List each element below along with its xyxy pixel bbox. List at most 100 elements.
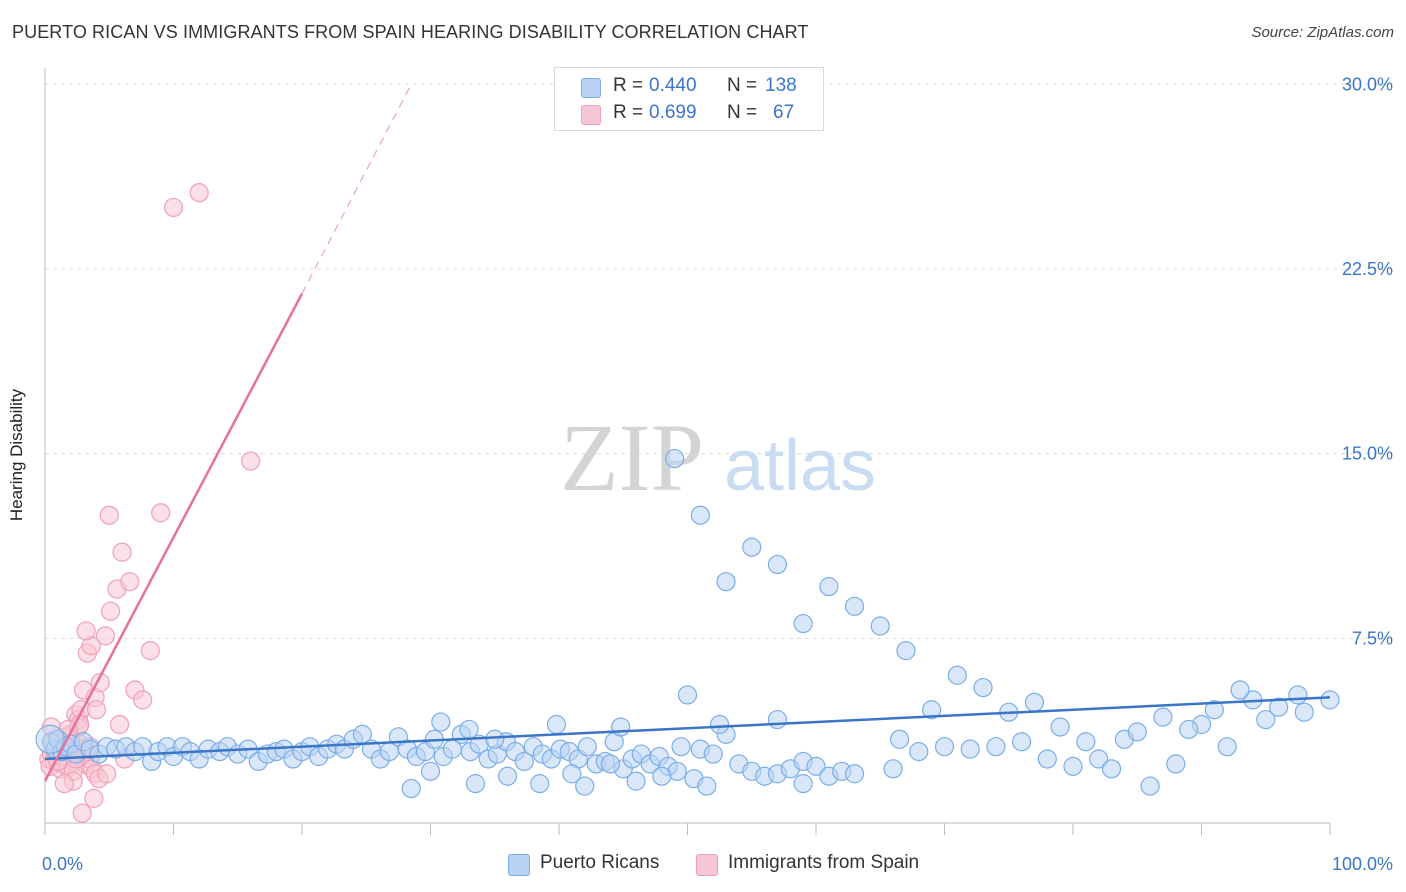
spain-point: [189, 183, 209, 203]
legend-r-value: 0.699: [649, 102, 697, 123]
puerto-rican-point: [1076, 732, 1096, 752]
spain-point: [140, 641, 160, 661]
spain-point: [109, 714, 130, 735]
puerto-rican-point: [716, 572, 736, 592]
grid-lines: [45, 83, 1392, 639]
legend-r-value: 0.440: [649, 75, 697, 96]
puerto-rican-point: [986, 737, 1006, 757]
puerto-rican-points: [35, 448, 1340, 799]
spain-point: [151, 503, 171, 523]
puerto-rican-point: [611, 717, 631, 737]
spain-point: [120, 572, 140, 592]
spain-point: [133, 690, 153, 710]
puerto-rican-point: [652, 766, 672, 786]
puerto-rican-point: [844, 764, 865, 784]
puerto-rican-point: [575, 776, 595, 796]
puerto-rican-point: [896, 641, 916, 661]
puerto-rican-point: [1089, 749, 1109, 769]
spain-trend-extension: [301, 84, 412, 294]
spain-point: [76, 621, 96, 641]
legend-swatch-blue: [581, 78, 601, 98]
axes: [44, 68, 1331, 835]
legend-n-label: N =: [727, 75, 758, 96]
y-tick-label: 7.5%: [1352, 628, 1393, 648]
puerto-rican-point: [870, 616, 890, 636]
chart-title: PUERTO RICAN VS IMMIGRANTS FROM SPAIN HE…: [12, 22, 809, 42]
spain-point: [112, 542, 132, 562]
puerto-rican-point: [703, 744, 723, 764]
spain-point: [86, 700, 107, 720]
puerto-rican-point: [1127, 722, 1147, 742]
puerto-rican-point: [626, 771, 646, 791]
puerto-rican-point: [431, 712, 451, 732]
puerto-rican-point: [793, 613, 813, 634]
y-tick-labels: 7.5% 15.0% 22.5% 30.0%: [1342, 74, 1393, 648]
puerto-rican-point: [806, 756, 826, 776]
spain-trend-line: [43, 293, 304, 782]
legend-n-label: N =: [727, 102, 758, 123]
chart-source: Source: ZipAtlas.com: [1251, 24, 1394, 41]
bottom-legend-swatch-blue: [508, 854, 530, 876]
puerto-rican-point: [671, 737, 691, 757]
spain-point: [54, 774, 74, 794]
puerto-rican-point: [665, 448, 685, 469]
puerto-rican-point: [1063, 756, 1083, 776]
puerto-rican-point: [960, 739, 980, 759]
puerto-rican-point: [1204, 700, 1224, 720]
puerto-rican-point: [600, 754, 621, 774]
puerto-rican-point: [742, 537, 762, 557]
spain-point: [72, 803, 92, 823]
puerto-rican-point: [1140, 776, 1160, 796]
y-tick-label: 22.5%: [1342, 259, 1393, 279]
bottom-legend-swatch-pink: [696, 854, 718, 876]
puerto-rican-point: [793, 774, 813, 794]
puerto-rican-point: [909, 741, 929, 762]
puerto-rican-point: [530, 774, 550, 794]
puerto-rican-point: [697, 776, 717, 796]
puerto-rican-point: [465, 774, 486, 794]
puerto-rican-point: [1320, 690, 1340, 710]
x-tick-label-max: 100.0%: [1332, 854, 1393, 874]
spain-point: [241, 451, 261, 471]
legend-r-label: R =: [613, 102, 644, 123]
spain-point: [97, 764, 117, 784]
legend-swatch-pink: [581, 105, 601, 125]
spain-point: [99, 505, 119, 525]
puerto-rican-point: [1179, 719, 1199, 740]
x-tick-labels: 0.0% 100.0%: [42, 854, 1393, 874]
puerto-rican-point: [767, 554, 788, 575]
puerto-rican-point: [1230, 680, 1250, 700]
spain-point: [95, 626, 115, 646]
puerto-rican-point: [485, 729, 505, 749]
puerto-rican-point: [922, 700, 942, 720]
x-tick-label-min: 0.0%: [42, 854, 83, 874]
puerto-rican-point: [1288, 685, 1308, 705]
bottom-legend-label: Immigrants from Spain: [728, 852, 920, 873]
puerto-rican-point: [1217, 737, 1237, 757]
legend-n-value: 138: [765, 75, 797, 96]
puerto-rican-point: [1153, 707, 1173, 727]
puerto-rican-point: [973, 677, 993, 698]
bottom-legend-label: Puerto Ricans: [540, 852, 660, 873]
correlation-legend: R = 0.440 N = 138 R = 0.699 N = 67: [554, 67, 824, 131]
puerto-rican-point: [710, 714, 730, 735]
spain-point: [84, 788, 104, 808]
puerto-rican-point: [934, 737, 955, 757]
puerto-rican-point: [1024, 692, 1045, 712]
puerto-rican-point: [1166, 754, 1186, 774]
watermark-atlas: atlas: [724, 426, 876, 506]
puerto-rican-point: [767, 709, 788, 730]
y-tick-label: 15.0%: [1342, 444, 1393, 464]
puerto-rican-point: [883, 759, 903, 779]
puerto-rican-point: [514, 751, 534, 772]
puerto-rican-point: [546, 714, 567, 735]
puerto-rican-point: [1268, 697, 1289, 717]
puerto-rican-point: [420, 761, 441, 781]
y-tick-label: 30.0%: [1342, 74, 1393, 94]
spain-point: [100, 601, 121, 621]
puerto-rican-point: [947, 665, 967, 685]
puerto-rican-point: [889, 729, 910, 749]
puerto-rican-point: [819, 577, 839, 597]
puerto-rican-trend-line: [44, 696, 1331, 761]
